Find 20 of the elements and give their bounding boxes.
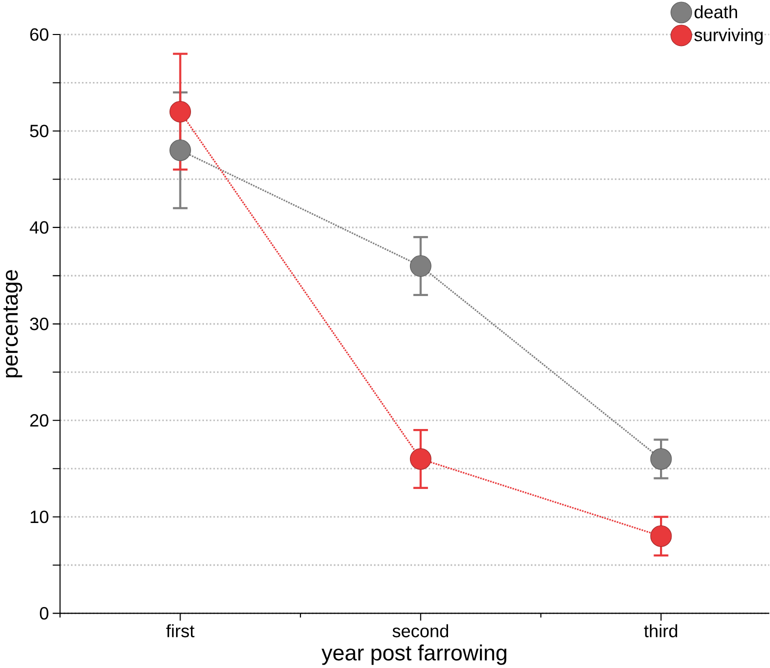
y-tick-label: 0 — [40, 606, 48, 620]
y-tick-label: 10 — [30, 510, 48, 523]
legend-label: death — [694, 5, 738, 18]
point — [650, 448, 672, 470]
point — [410, 255, 432, 277]
legend-label: surviving — [694, 28, 763, 45]
point — [650, 525, 672, 547]
y-tick-label: 40 — [30, 220, 48, 234]
y-axis-title: percentage — [3, 270, 22, 378]
y-tick-label: 20 — [30, 414, 48, 426]
point — [170, 100, 191, 122]
x-tick-label: second — [392, 624, 448, 638]
y-tick-label: 30 — [30, 317, 48, 330]
x-tick-label: third — [644, 624, 678, 638]
point — [170, 139, 191, 161]
point — [410, 448, 432, 470]
x-axis-title: year post farrowing — [322, 644, 506, 665]
y-tick-label: 50 — [30, 124, 48, 138]
y-tick-label: 60 — [30, 28, 48, 41]
x-tick-label: first — [166, 624, 194, 638]
